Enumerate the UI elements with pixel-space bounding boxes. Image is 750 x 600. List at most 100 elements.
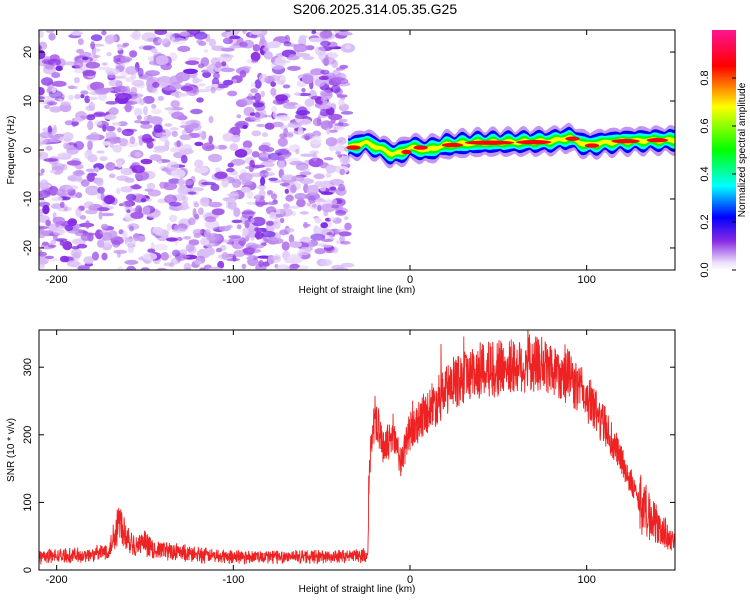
noise-blob (214, 171, 228, 179)
noise-blob (197, 207, 204, 215)
noise-blob (246, 201, 257, 205)
noise-blob (328, 113, 343, 121)
noise-blob (272, 111, 278, 119)
noise-blob (330, 85, 341, 93)
noise-blob (204, 216, 217, 223)
noise-blob (85, 168, 96, 173)
noise-blob (46, 101, 58, 106)
noise-blob (289, 265, 298, 270)
ridge-band-green (348, 132, 675, 159)
noise-blob (255, 230, 261, 240)
noise-blob (201, 142, 215, 152)
noise-blob (77, 265, 90, 270)
noise-blob (117, 94, 127, 99)
noise-blob (339, 155, 351, 165)
noise-blob (185, 243, 195, 252)
noise-blob (228, 197, 236, 204)
noise-blob (80, 179, 90, 187)
noise-blob (84, 95, 91, 104)
noise-blob (202, 71, 212, 78)
noise-blob (208, 38, 217, 47)
noise-blob (183, 235, 192, 240)
noise-blob (96, 239, 105, 248)
noise-blob (270, 193, 278, 200)
noise-blob (281, 241, 290, 251)
spectrogram-y-axis-label: Frequency (Hz) (6, 116, 17, 185)
noise-blob (301, 87, 306, 93)
noise-blob (280, 207, 293, 217)
noise-blob (279, 217, 285, 224)
noise-blob (124, 77, 134, 83)
snr-series-line (39, 330, 675, 565)
noise-blob (178, 148, 194, 155)
noise-blob (287, 254, 301, 264)
noise-blob (172, 249, 181, 257)
noise-blob (244, 219, 250, 229)
noise-blob (129, 136, 136, 145)
noise-blob (283, 102, 298, 110)
noise-blob (340, 262, 355, 268)
noise-blob (67, 174, 83, 182)
noise-blob (148, 189, 161, 197)
noise-blob (118, 229, 124, 235)
spectrogram-x-axis-label: Height of straight line (km) (299, 285, 416, 296)
noise-blob (288, 205, 301, 209)
snr-y-ticks: 0 100 200 300 (22, 358, 675, 573)
noise-blob (74, 59, 84, 69)
noise-blob (258, 260, 264, 268)
y-tick-label: 200 (22, 426, 34, 444)
noise-blob (345, 44, 351, 50)
noise-blob (146, 182, 156, 190)
noise-blob (261, 230, 276, 238)
noise-blob (266, 190, 273, 195)
noise-blob (310, 233, 326, 241)
noise-blob (282, 84, 291, 89)
noise-blob (320, 69, 330, 75)
noise-blob (320, 222, 329, 229)
noise-blob (126, 141, 139, 148)
noise-blob (291, 175, 305, 182)
noise-blob (177, 76, 184, 84)
noise-blob (120, 168, 134, 176)
noise-blob (77, 38, 84, 46)
noise-blob (62, 240, 73, 251)
noise-blob (164, 194, 178, 204)
x-tick-label: -200 (46, 574, 68, 586)
noise-blob (170, 100, 180, 108)
noise-blob (190, 108, 203, 115)
noise-blob (305, 192, 320, 201)
noise-blob (254, 112, 261, 118)
noise-blob (92, 54, 101, 58)
noise-blob (289, 160, 305, 166)
noise-blob (119, 203, 124, 207)
noise-blob (45, 219, 51, 227)
noise-blob (104, 34, 118, 44)
noise-blob (295, 148, 300, 155)
noise-blob (97, 66, 112, 71)
colorbar-label: Normalized spectral amplitude (737, 82, 748, 217)
noise-blob (312, 204, 317, 208)
noise-blob (288, 234, 295, 244)
noise-blob (295, 52, 311, 58)
noise-blob (213, 72, 220, 80)
colorbar-tick-label: 0.2 (699, 214, 711, 229)
noise-blob (305, 45, 315, 51)
noise-blob (211, 45, 225, 51)
noise-blob (299, 211, 309, 215)
noise-blob (183, 68, 198, 75)
noise-blob (99, 156, 108, 162)
y-tick-label: -20 (22, 240, 34, 256)
noise-blob (208, 135, 213, 144)
noise-blob (85, 220, 90, 229)
noise-blob (242, 227, 249, 236)
noise-blob (171, 37, 186, 45)
noise-blob (227, 30, 241, 33)
noise-blob (264, 122, 275, 130)
noise-blob (260, 90, 265, 98)
noise-blob (275, 115, 287, 121)
noise-blob (39, 30, 44, 39)
noise-blob (278, 159, 285, 170)
noise-blob (302, 56, 315, 60)
noise-blob (258, 144, 270, 152)
